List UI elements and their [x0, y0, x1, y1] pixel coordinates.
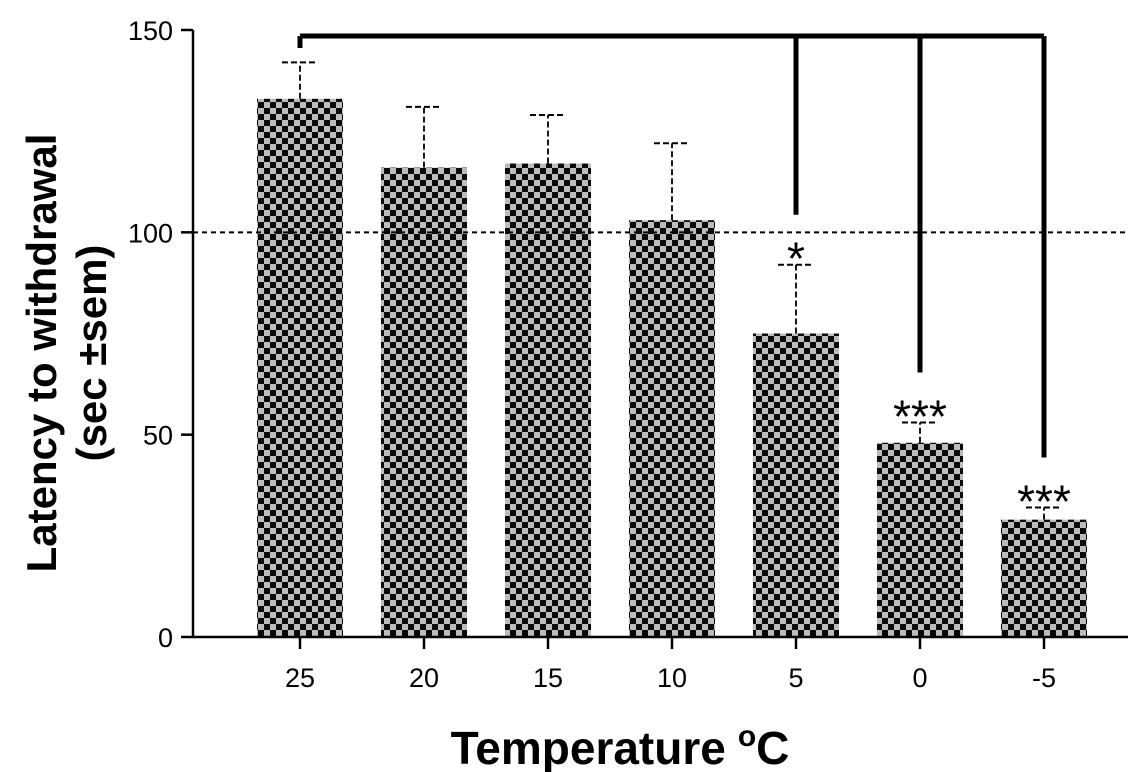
significance-labels: *******	[787, 233, 1071, 528]
x-tick-label: 0	[912, 663, 927, 693]
y-tick-group: 0 50 100 150	[128, 16, 193, 653]
comparison-bracket	[297, 33, 1047, 458]
x-axis-title-text: Temperature	[451, 722, 726, 772]
x-axis-title: Temperature oC	[451, 720, 790, 772]
y-tick-label: 150	[128, 16, 173, 46]
y-axis-title-line2: (sec ±sem)	[68, 245, 115, 462]
x-tick-group: 25 20 15 10 5 0 -5	[285, 637, 1056, 693]
bar	[381, 167, 467, 637]
significance-label: ***	[1017, 476, 1071, 528]
axes	[191, 30, 1128, 639]
error-bar-series	[282, 61, 1062, 520]
bar	[257, 98, 343, 637]
x-tick-label: 10	[657, 663, 687, 693]
bar	[1001, 519, 1087, 637]
x-tick-label: 20	[409, 663, 439, 693]
x-tick-label: 15	[533, 663, 563, 693]
y-tick-label: 0	[158, 623, 173, 653]
bar	[505, 163, 591, 638]
bar	[877, 442, 963, 637]
y-axis-title-line1: Latency to withdrawal	[18, 134, 65, 573]
significance-label: *	[787, 233, 805, 285]
x-tick-label: 25	[285, 663, 315, 693]
x-tick-label: -5	[1032, 663, 1056, 693]
x-tick-label: 5	[788, 663, 803, 693]
y-tick-label: 100	[128, 218, 173, 248]
bar	[753, 333, 839, 637]
bar	[629, 220, 715, 637]
significance-label: ***	[893, 391, 947, 443]
x-axis-title-degree: o	[738, 720, 756, 753]
y-tick-label: 50	[143, 421, 173, 451]
bar-series	[257, 98, 1087, 638]
x-axis-title-celsius: C	[756, 722, 789, 772]
